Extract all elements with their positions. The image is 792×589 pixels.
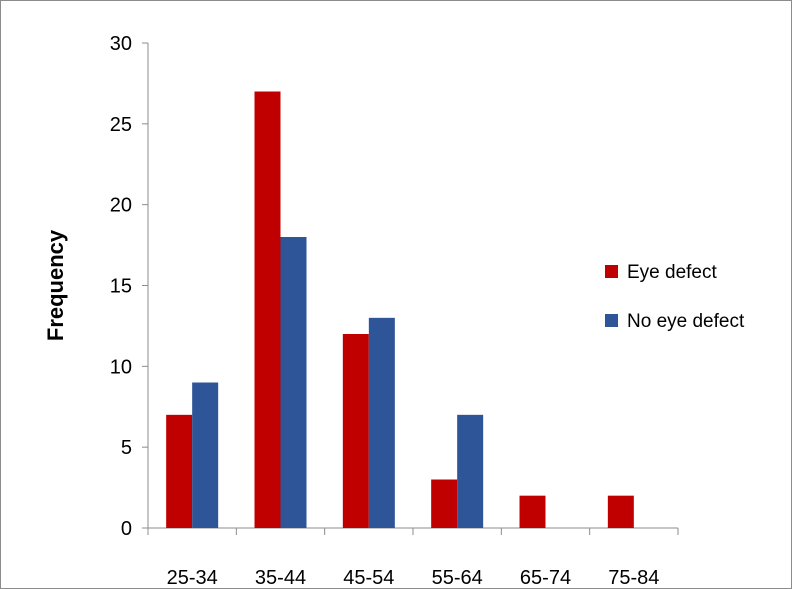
x-tick-label: 25-34 bbox=[167, 567, 218, 589]
bar-eye-defect bbox=[342, 334, 369, 528]
axes bbox=[142, 42, 679, 535]
legend-swatch bbox=[605, 265, 618, 278]
x-tick-label: 55-64 bbox=[432, 567, 483, 589]
bar-eye-defect bbox=[431, 479, 458, 528]
y-tick-label: 5 bbox=[121, 437, 132, 459]
y-tick-label: 10 bbox=[110, 356, 132, 378]
y-axis-title: Frequency bbox=[43, 229, 68, 341]
bar-no-eye-defect bbox=[192, 382, 219, 528]
x-tick-label: 65-74 bbox=[520, 567, 571, 589]
bar-no-eye-defect bbox=[280, 237, 307, 528]
legend: Eye defect No eye defect bbox=[605, 262, 745, 332]
bar-eye-defect bbox=[607, 495, 634, 528]
y-tick-label: 0 bbox=[121, 518, 132, 540]
bar-eye-defect bbox=[166, 414, 193, 528]
y-tick-label: 20 bbox=[110, 195, 132, 217]
legend-swatch bbox=[605, 314, 618, 327]
x-tick-label: 45-54 bbox=[343, 567, 394, 589]
tick-labels: 0 5 10 15 20 25 30 25-34 35-44 45-54 55-64 65-74 75-… bbox=[110, 33, 660, 589]
x-tick-label: 35-44 bbox=[255, 567, 306, 589]
legend-label: No eye defect bbox=[627, 311, 745, 332]
legend-label: Eye defect bbox=[627, 262, 717, 283]
y-tick-label: 15 bbox=[110, 276, 132, 298]
bar-no-eye-defect bbox=[368, 317, 395, 528]
bars bbox=[166, 91, 634, 528]
bar-no-eye-defect bbox=[457, 414, 484, 528]
bar-eye-defect bbox=[254, 91, 281, 528]
bar-eye-defect bbox=[519, 495, 546, 528]
y-tick-label: 25 bbox=[110, 114, 132, 136]
y-tick-label: 30 bbox=[110, 33, 132, 55]
x-tick-label: 75-84 bbox=[608, 567, 659, 589]
